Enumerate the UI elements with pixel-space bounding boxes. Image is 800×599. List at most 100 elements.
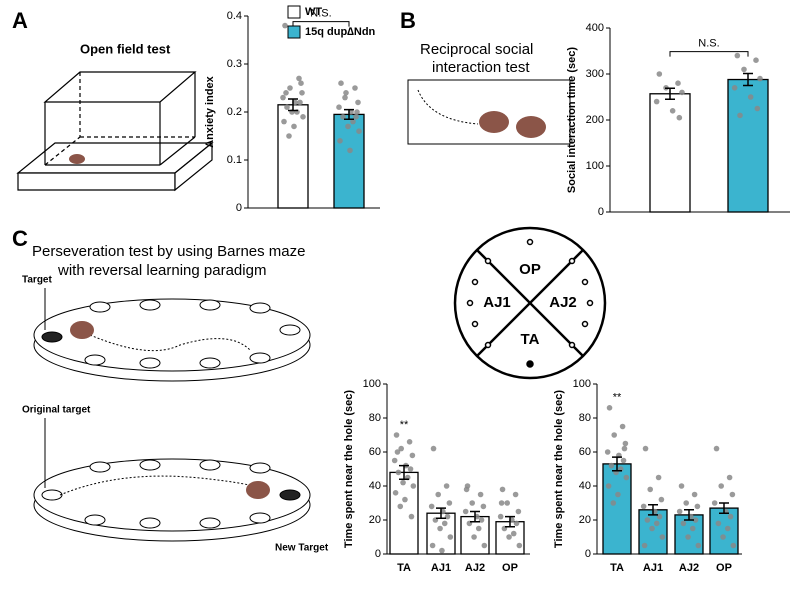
data-point: [669, 108, 676, 114]
data-point: [730, 542, 737, 549]
illustration-title: Reciprocal social: [420, 41, 533, 58]
data-point: [410, 483, 417, 489]
data-point: [280, 94, 286, 101]
data-point: [741, 66, 747, 73]
legend-swatch: [287, 5, 301, 19]
error-bar: [505, 515, 515, 528]
annotation: **: [613, 392, 622, 404]
data-point: [611, 432, 617, 438]
data-point: [692, 517, 699, 523]
data-point: [353, 114, 359, 120]
data-point: [685, 534, 691, 540]
data-point: [506, 534, 512, 540]
bracket: [292, 21, 350, 27]
trail: [89, 334, 251, 352]
data-point: [395, 469, 402, 476]
bar: [649, 93, 691, 213]
y-tick-label: 80: [369, 412, 381, 424]
error-bar: [344, 108, 354, 120]
legend-label: 15q dup∆Ndn: [305, 26, 376, 38]
data-point: [694, 503, 701, 510]
data-point: [481, 542, 488, 549]
bracket: [669, 51, 749, 57]
data-point: [640, 503, 647, 510]
data-point: [283, 90, 289, 96]
data-point: [338, 80, 344, 86]
data-point: [497, 513, 504, 520]
y-tick-label: 20: [579, 514, 591, 526]
data-point: [429, 542, 436, 549]
data-point: [477, 491, 484, 498]
data-point: [342, 94, 348, 101]
data-point: [463, 486, 470, 493]
y-tick-label: 60: [579, 446, 591, 458]
data-point: [300, 114, 306, 120]
y-tick-label: 60: [369, 446, 381, 458]
data-point: [447, 534, 454, 540]
data-point: [337, 138, 343, 144]
data-point: [287, 85, 293, 91]
x-tick-label: AJ2: [465, 562, 485, 574]
data-point: [747, 94, 754, 100]
data-point: [510, 530, 517, 537]
y-axis-label: Anxiety index: [204, 75, 216, 147]
y-tick-label: 0: [598, 206, 604, 218]
open-field-box: [16, 71, 214, 192]
data-point: [437, 525, 443, 532]
data-point: [726, 474, 733, 481]
label: New Target: [275, 543, 329, 554]
error-bar: [612, 456, 622, 472]
data-point: [400, 479, 406, 486]
data-point: [656, 513, 663, 520]
data-point: [734, 52, 741, 59]
data-point: [676, 508, 683, 515]
zone-label: AJ1: [483, 294, 511, 311]
data-point: [409, 452, 416, 459]
data-point: [354, 109, 360, 115]
error-bar: [743, 72, 753, 87]
data-point: [516, 542, 523, 549]
data-point: [683, 500, 689, 506]
y-tick-label: 0: [236, 202, 242, 214]
data-point: [393, 432, 400, 438]
y-axis-label: Time spent near the hole (sec): [553, 390, 565, 548]
data-point: [297, 99, 303, 106]
data-point: [737, 112, 743, 119]
data-point: [340, 114, 346, 120]
data-point: [345, 123, 351, 130]
data-point: [430, 445, 437, 452]
data-point: [695, 542, 702, 549]
data-point: [475, 525, 482, 532]
data-point: [621, 445, 628, 452]
error-bar: [288, 98, 298, 112]
data-point: [347, 147, 353, 154]
data-point: [604, 449, 611, 455]
x-tick-label: AJ1: [431, 562, 451, 574]
data-point: [480, 503, 487, 510]
data-point: [469, 500, 476, 506]
data-point: [724, 525, 731, 532]
data-point: [623, 474, 630, 481]
data-point: [499, 486, 506, 493]
x-tick-label: TA: [610, 562, 624, 574]
data-point: [408, 513, 415, 520]
data-point: [443, 483, 450, 489]
data-point: [644, 517, 651, 523]
data-point: [444, 513, 451, 520]
data-point: [284, 104, 290, 110]
y-axis-label: Time spent near the hole (sec): [343, 390, 355, 548]
data-point: [649, 525, 655, 532]
y-axis-label: Social interaction time (sec): [566, 47, 578, 193]
mouse: [479, 111, 509, 133]
data-point: [296, 75, 302, 82]
data-point: [298, 80, 304, 86]
data-point: [653, 520, 660, 527]
data-point: [392, 490, 399, 496]
y-tick-label: 200: [586, 114, 604, 126]
trail: [59, 475, 263, 496]
panel-label: C: [12, 226, 28, 251]
data-point: [446, 500, 453, 506]
label: Target: [22, 275, 52, 286]
data-point: [715, 520, 722, 527]
data-point: [394, 449, 401, 455]
